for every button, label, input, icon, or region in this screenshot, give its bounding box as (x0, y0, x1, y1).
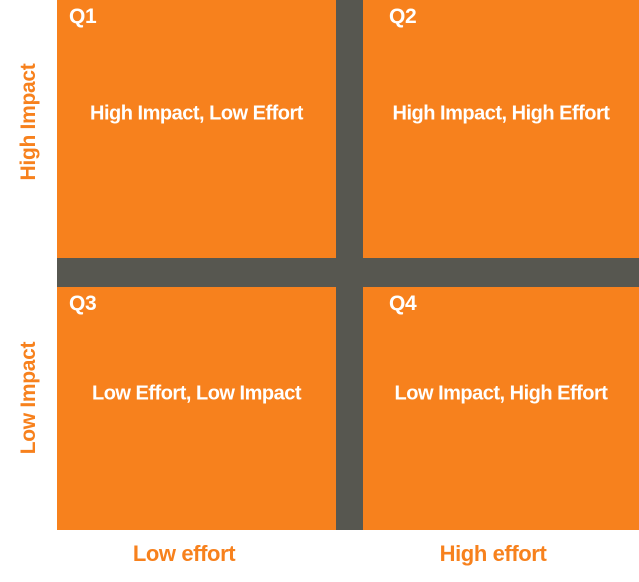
quadrant-q2-text: High Impact, High Effort (392, 102, 610, 125)
quadrant-q1: Q1 High Impact, Low Effort (57, 0, 336, 258)
quadrant-q2: Q2 High Impact, High Effort (363, 0, 639, 258)
quadrant-q3-id-label: Q3 (69, 292, 97, 315)
x-axis-label-high-effort: High effort (439, 541, 547, 566)
quadrant-q4-text: Low Impact, High Effort (394, 382, 608, 405)
quadrant-matrix: Q1 High Impact, Low Effort Q2 High Impac… (57, 0, 639, 530)
quadrant-q2-id-label: Q2 (389, 5, 417, 28)
quadrant-q4: Q4 Low Impact, High Effort (363, 287, 639, 530)
x-axis-label-low-effort: Low effort (132, 541, 236, 566)
quadrant-q3-text: Low Effort, Low Impact (92, 382, 302, 405)
quadrant-q1-id-label: Q1 (69, 5, 97, 28)
quadrant-q1-text: High Impact, Low Effort (90, 102, 303, 125)
quadrant-q4-id-label: Q4 (389, 292, 417, 315)
y-axis-label-high-impact: High Impact (17, 63, 40, 181)
quadrant-q3: Q3 Low Effort, Low Impact (57, 287, 336, 530)
y-axis-label-low-impact: Low Impact (17, 341, 40, 455)
horizontal-divider (57, 258, 639, 287)
